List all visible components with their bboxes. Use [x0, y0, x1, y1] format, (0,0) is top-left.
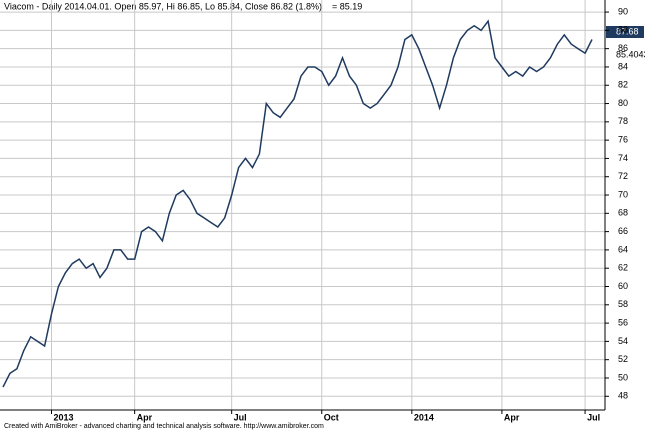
- y-tick-label: 78: [618, 116, 628, 126]
- y-tick-label: 60: [618, 281, 628, 291]
- y-tick-label: 50: [618, 372, 628, 382]
- chart-title: Viacom - Daily 2014.04.01. Open 85.97, H…: [4, 1, 322, 11]
- x-tick-label: 2013: [54, 412, 74, 422]
- price-line: [2, 19, 593, 388]
- y-tick-label: 66: [618, 226, 628, 236]
- y-tick-label: 62: [618, 263, 628, 273]
- y-tick-label: 76: [618, 135, 628, 145]
- y-tick-label: 82: [618, 80, 628, 90]
- x-tick-label: Apr: [504, 412, 520, 422]
- chart-subtitle: = 85.19: [332, 1, 362, 11]
- indicator-label: 85.4043: [616, 49, 645, 59]
- y-tick-label: 52: [618, 354, 628, 364]
- x-tick-label: Jul: [587, 412, 600, 422]
- y-tick-label: 56: [618, 317, 628, 327]
- x-tick-label: Jul: [234, 412, 247, 422]
- x-tick-label: Apr: [137, 412, 153, 422]
- y-tick-label: 70: [618, 189, 628, 199]
- y-tick-label: 88: [618, 25, 628, 35]
- y-tick-label: 80: [618, 98, 628, 108]
- y-tick-label: 90: [618, 6, 628, 16]
- y-tick-label: 74: [618, 153, 628, 163]
- footer: Created with AmiBroker - advanced charti…: [4, 423, 324, 430]
- last-price-label: 87.68: [616, 26, 639, 36]
- last-price-box: [606, 26, 644, 38]
- y-tick-label: 72: [618, 171, 628, 181]
- y-tick-label: 86: [618, 43, 628, 53]
- y-tick-label: 84: [618, 61, 628, 71]
- y-tick-label: 58: [618, 299, 628, 309]
- y-tick-label: 54: [618, 336, 628, 346]
- y-tick-label: 68: [618, 208, 628, 218]
- x-tick-label: 2014: [414, 412, 434, 422]
- y-tick-label: 48: [618, 391, 628, 401]
- y-tick-label: 64: [618, 244, 628, 254]
- x-tick-label: Oct: [324, 412, 339, 422]
